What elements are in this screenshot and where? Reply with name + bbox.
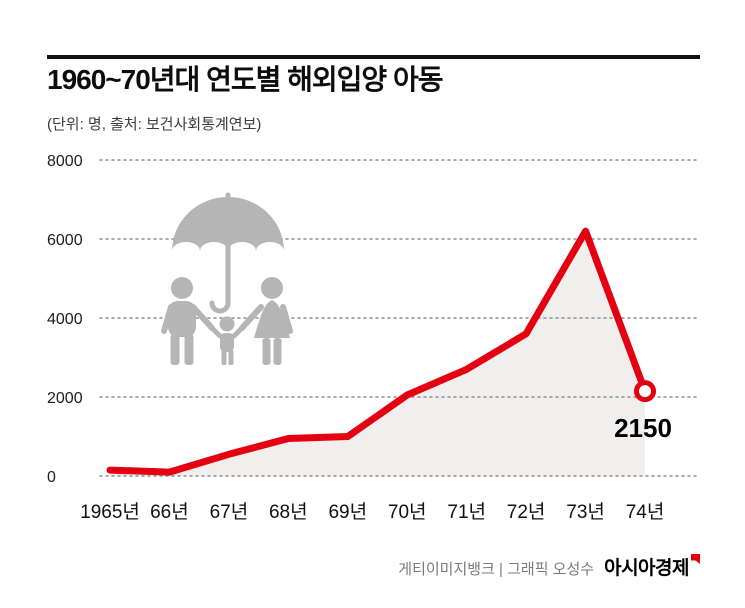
x-axis-label: 70년 (388, 501, 427, 523)
x-axis-label: 69년 (328, 501, 367, 523)
end-point-marker (634, 380, 656, 403)
x-axis-label: 73년 (566, 501, 605, 523)
y-axis-label: 8000 (47, 153, 83, 170)
y-axis-label: 2000 (47, 390, 83, 407)
father-figure (161, 277, 215, 365)
chart-title: 1960~70년대 연도별 해외입양 아동 (47, 64, 443, 95)
y-axis-label: 0 (47, 469, 56, 486)
brand-mark-icon (691, 554, 700, 564)
data-line (106, 227, 649, 476)
y-axis-label: 6000 (47, 232, 83, 249)
chart-subtitle: (단위: 명, 출처: 보건사회통계연보) (47, 116, 262, 133)
credits-text: 게티이미지뱅크 | 그래픽 오성수 (398, 561, 595, 578)
line-chart: 0 2000 4000 6000 8000 2150 1965년 66년 67년 68년 69년 70… (47, 153, 701, 523)
y-axis-label: 4000 (47, 311, 83, 328)
child-figure (209, 316, 245, 365)
mother-figure (239, 277, 293, 365)
umbrella-handle (209, 192, 231, 314)
area-fill (110, 231, 645, 476)
footer-credits: 게티이미지뱅크 | 그래픽 오성수 아시아경제 (398, 553, 700, 580)
end-value-label: 2150 (614, 413, 672, 443)
brand-wordmark: 아시아경제 (604, 558, 689, 579)
x-axis-label: 67년 (210, 501, 249, 523)
x-axis-label: 71년 (447, 501, 486, 523)
x-axis-label: 74년 (626, 501, 665, 523)
x-axis-label: 66년 (150, 501, 189, 523)
title-divider (47, 55, 700, 59)
x-axis-label: 68년 (269, 501, 308, 523)
x-axis-label: 1965년 (80, 501, 140, 523)
family-under-umbrella-icon (161, 192, 293, 365)
x-axis-label: 72년 (507, 501, 546, 523)
